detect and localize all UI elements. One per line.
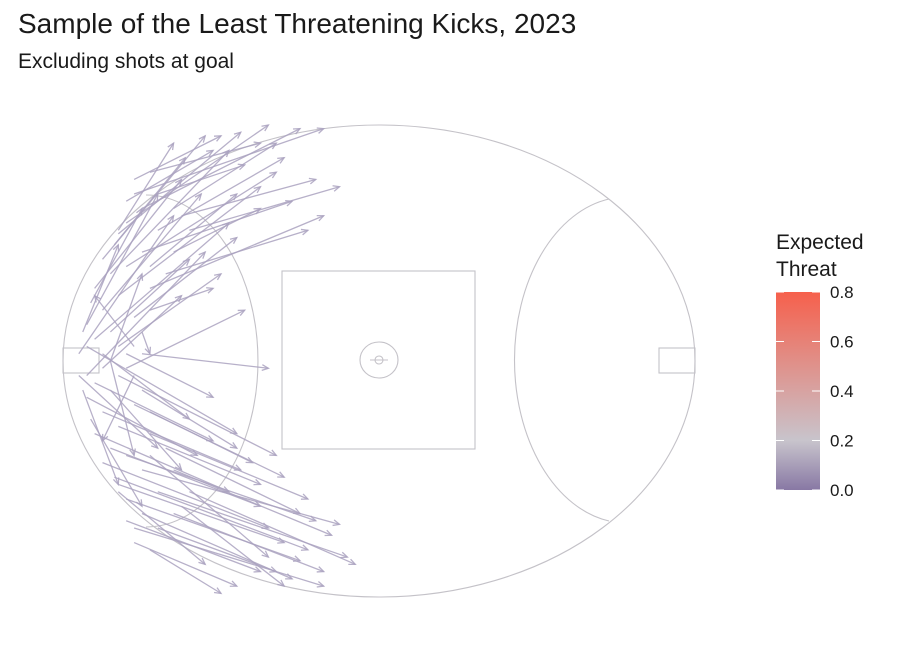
kick-arrow <box>114 476 310 551</box>
legend-tick-label: 0.6 <box>830 333 854 352</box>
legend-tick: 0.6 <box>776 333 854 352</box>
kick-arrow <box>109 272 144 362</box>
kick-arrow <box>93 294 135 347</box>
centre-circle <box>359 341 399 379</box>
kick-arrow <box>157 491 349 559</box>
kick-arrow <box>109 389 183 472</box>
chart-title: Sample of the Least Threatening Kicks, 2… <box>18 8 577 39</box>
kick-arrow <box>141 353 270 371</box>
right-fifty-arc <box>513 198 610 522</box>
kick-arrow <box>133 135 223 181</box>
kick-arrow <box>86 192 159 326</box>
kick-arrow <box>118 374 278 457</box>
kick-arrow <box>149 141 263 173</box>
kick-arrow <box>181 177 318 217</box>
kick-arrow <box>133 541 239 587</box>
legend-title-line1: Expected <box>776 231 864 254</box>
right-goal-square <box>658 347 696 374</box>
legend-tick-label: 0.8 <box>830 283 854 302</box>
kick-arrow <box>117 272 223 348</box>
kick-arrow <box>82 389 120 486</box>
kick-arrow <box>157 156 286 231</box>
kick-arrow <box>125 454 318 523</box>
kick-arrow <box>125 309 247 369</box>
kick-arrow <box>173 469 334 537</box>
legend-tick: 0.4 <box>776 382 854 401</box>
kick-arrow <box>149 433 310 500</box>
kick-arrow <box>125 353 215 399</box>
kick-arrow <box>165 447 302 515</box>
kick-arrow <box>117 131 242 235</box>
centre-square <box>281 270 476 450</box>
kick-arrow <box>173 142 278 210</box>
kick-arrow <box>82 243 120 333</box>
kick-arrows <box>78 124 357 595</box>
kick-arrow <box>173 207 262 253</box>
kick-arrow <box>165 228 310 275</box>
kick-arrow <box>189 491 357 566</box>
kick-arrow <box>125 124 270 224</box>
legend-tick: 0.0 <box>776 481 854 500</box>
kick-arrow <box>78 375 159 450</box>
kick-arrow <box>133 236 239 318</box>
kick-arrow <box>141 331 152 356</box>
legend-tick-label: 0.2 <box>830 432 854 451</box>
kick-arrow <box>149 287 215 311</box>
legend-tick: 0.8 <box>776 283 854 302</box>
kick-arrow <box>157 163 247 195</box>
kick-arrow <box>118 425 262 486</box>
kick-arrow <box>109 149 231 275</box>
kick-arrow <box>181 505 286 588</box>
kick-arrow <box>189 185 342 231</box>
kick-arrow <box>117 141 175 231</box>
kick-arrow <box>141 389 239 449</box>
kick-arrow <box>113 156 187 246</box>
kick-arrow <box>109 258 191 333</box>
kick-arrow <box>149 192 239 268</box>
kick-arrow <box>125 171 278 268</box>
kick-arrow <box>173 512 326 573</box>
legend-tick-label: 0.4 <box>830 382 854 401</box>
chart-subtitle: Excluding shots at goal <box>18 50 234 73</box>
kick-arrow <box>149 549 223 595</box>
kick-arrow <box>109 360 136 457</box>
legend-ticks: 0.8 0.6 0.4 0.2 0.0 <box>776 283 854 500</box>
kick-arrow <box>133 527 326 588</box>
legend-tick: 0.2 <box>776 432 854 451</box>
kick-arrow <box>149 454 270 559</box>
kick-arrow <box>125 149 215 202</box>
kick-arrow <box>90 207 143 304</box>
kick-arrow <box>78 214 175 355</box>
legend-title-line2: Threat <box>776 258 837 281</box>
field-markings <box>62 124 696 598</box>
legend-title: Expected Threat <box>776 229 896 283</box>
kick-arrow <box>86 250 207 376</box>
kick-arrow <box>94 221 231 340</box>
kick-arrow <box>141 199 294 253</box>
left-goal-square <box>62 347 100 374</box>
kick-arrow <box>117 491 207 566</box>
legend-tick-label: 0.0 <box>830 481 854 500</box>
kick-arrow <box>101 375 135 443</box>
kick-arrow <box>102 192 203 311</box>
kick-arrow <box>125 520 262 573</box>
kick-arrow <box>149 411 255 464</box>
